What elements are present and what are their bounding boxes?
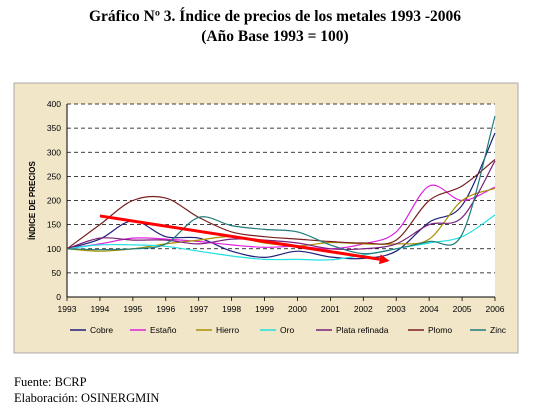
legend-label: Oro	[280, 325, 294, 335]
y-tick-label: 400	[47, 99, 61, 109]
legend-label: Plata refinada	[336, 325, 389, 335]
y-tick-label: 50	[52, 268, 62, 278]
x-tick-label: 2001	[321, 304, 340, 314]
legend-label: Estaño	[150, 325, 177, 335]
series-line-zinc	[66, 115, 496, 255]
series-line-oro	[66, 214, 496, 261]
footer-elaboration: Elaboración: OSINERGMIN	[14, 391, 160, 405]
trend-arrow-shaft	[99, 214, 380, 261]
y-axis-label: ÍNDICE DE PRECIOS	[28, 161, 37, 240]
x-tick-label: 1997	[189, 304, 208, 314]
x-tick-label: 2005	[453, 304, 472, 314]
y-tick-label: 350	[47, 123, 61, 133]
chart-subtitle: (Año Base 1993 = 100)	[201, 28, 349, 45]
legend: Cobre Estaño Hierro Oro Plata refinada Plomo Z…	[70, 325, 507, 335]
legend-item: Oro	[260, 325, 294, 335]
x-tick-label: 1996	[156, 304, 175, 314]
x-tick-label: 2003	[387, 304, 406, 314]
grid-lines	[67, 103, 495, 274]
x-tick-label: 1999	[255, 304, 274, 314]
legend-item: Plata refinada	[316, 325, 389, 335]
x-tick-label: 2002	[354, 304, 373, 314]
footer-source: Fuente: BCRP	[14, 375, 87, 389]
y-tick-label: 200	[47, 196, 61, 206]
x-tick-labels: 1993 1994 1995 1996 1997 1998 1999 2000 2001 2002…	[58, 304, 505, 314]
legend-label: Hierro	[216, 325, 239, 335]
legend-item: Hierro	[196, 325, 239, 335]
legend-item: Cobre	[70, 325, 113, 335]
legend-item: Plomo	[408, 325, 452, 335]
axes	[66, 104, 496, 301]
series-line-plata-refinada	[66, 160, 496, 251]
x-tick-label: 2004	[420, 304, 439, 314]
y-tick-label: 150	[47, 220, 61, 230]
series-line-estaño	[66, 184, 496, 250]
x-tick-label: 1998	[222, 304, 241, 314]
chart-title: Gráfico Nº 3. Índice de precios de los m…	[88, 8, 462, 25]
x-tick-label: 1995	[123, 304, 142, 314]
x-tick-label: 1994	[90, 304, 109, 314]
y-tick-labels: 0 50 100 150 200 250 300 350 400	[47, 99, 61, 302]
y-tick-label: 0	[56, 292, 61, 302]
legend-label: Zinc	[490, 325, 507, 335]
y-tick-label: 100	[47, 244, 61, 254]
legend-item: Zinc	[470, 325, 507, 335]
trend-arrow	[99, 214, 390, 265]
legend-item: Estaño	[130, 325, 177, 335]
y-tick-label: 300	[47, 147, 61, 157]
trend-arrow-head	[378, 254, 390, 265]
legend-label: Cobre	[90, 325, 113, 335]
legend-label: Plomo	[428, 325, 452, 335]
x-tick-label: 2000	[288, 304, 307, 314]
x-tick-label: 2006	[486, 304, 505, 314]
series-line-plomo	[66, 159, 496, 250]
y-tick-label: 250	[47, 171, 61, 181]
x-tick-label: 1993	[58, 304, 77, 314]
